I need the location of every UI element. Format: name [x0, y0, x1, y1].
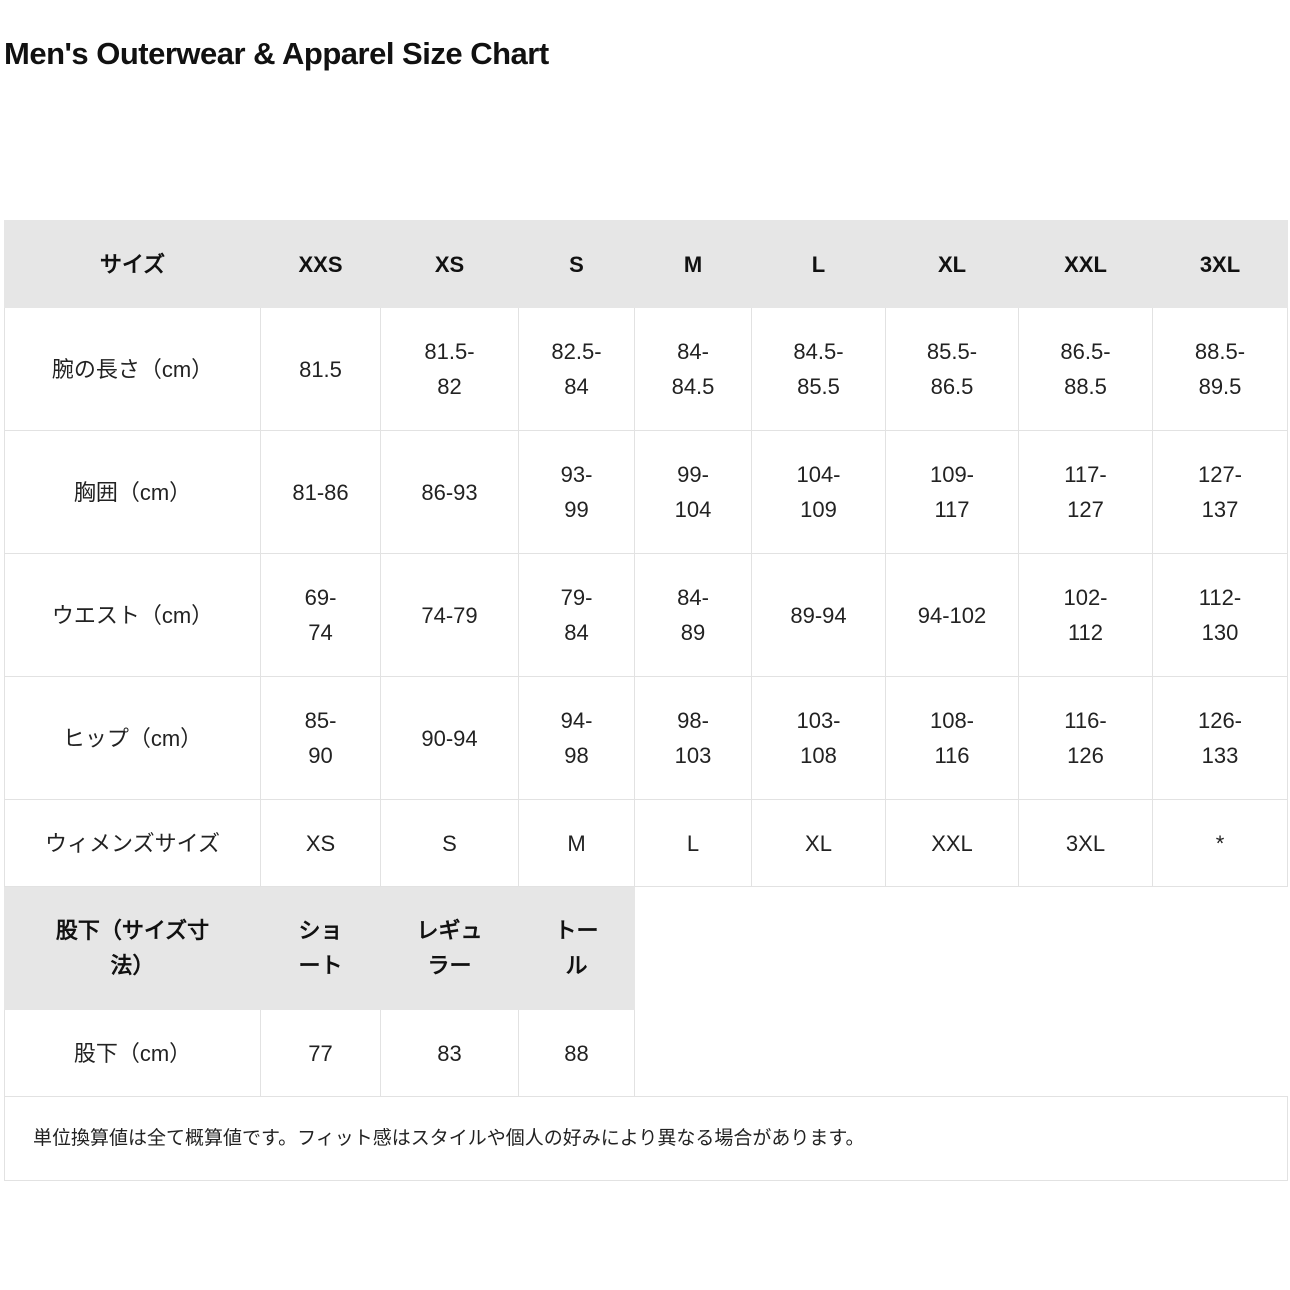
table-row: 腕の長さ（cm） 81.5 81.5- 82 82.5- 84 84- 84.5 84.5… — [4, 307, 1288, 431]
cell: 81.5- 82 — [380, 307, 519, 431]
cell: 88 — [518, 1009, 635, 1097]
cell: 79- 84 — [518, 553, 635, 677]
disclaimer-note: 単位換算値は全て概算値です。フィット感はスタイルや個人の好みにより異なる場合があ… — [4, 1096, 1288, 1181]
cell: XL — [751, 799, 886, 887]
cell: 81-86 — [260, 430, 381, 554]
cell: 99- 104 — [634, 430, 752, 554]
row-label: 股下（cm） — [4, 1009, 261, 1097]
cell: 112- 130 — [1152, 553, 1288, 677]
empty-cell — [635, 1010, 1288, 1097]
header-cell: ショ ート — [260, 886, 381, 1010]
cell: 77 — [260, 1009, 381, 1097]
cell: 86.5- 88.5 — [1018, 307, 1153, 431]
cell: 69- 74 — [260, 553, 381, 677]
cell: 3XL — [1018, 799, 1153, 887]
cell: 84- 89 — [634, 553, 752, 677]
header-cell: 股下（サイズ寸 法） — [4, 886, 261, 1010]
cell: 104- 109 — [751, 430, 886, 554]
size-header-row: サイズ XXS XS S M L XL XXL 3XL — [4, 220, 1288, 308]
cell: XXL — [885, 799, 1019, 887]
cell: M — [518, 799, 635, 887]
table-row: ヒップ（cm） 85- 90 90-94 94- 98 98- 103 103- 108 1… — [4, 676, 1288, 800]
header-cell: サイズ — [4, 220, 261, 308]
row-label: 腕の長さ（cm） — [4, 307, 261, 431]
cell: 98- 103 — [634, 676, 752, 800]
cell: 126- 133 — [1152, 676, 1288, 800]
empty-cell — [634, 886, 1288, 1010]
cell: 89-94 — [751, 553, 886, 677]
page-title: Men's Outerwear & Apparel Size Chart — [4, 36, 549, 71]
cell: 85.5- 86.5 — [885, 307, 1019, 431]
row-label: 胸囲（cm） — [4, 430, 261, 554]
header-cell: レギュ ラー — [380, 886, 519, 1010]
inseam-header-row: 股下（サイズ寸 法） ショ ート レギュ ラー トー ル — [4, 886, 1288, 1010]
table-row: ウエスト（cm） 69- 74 74-79 79- 84 84- 89 89-94 94-1… — [4, 553, 1288, 677]
cell: 90-94 — [380, 676, 519, 800]
header-cell: 3XL — [1152, 220, 1288, 308]
cell: 84.5- 85.5 — [751, 307, 886, 431]
table-row: ウィメンズサイズ XS S M L XL XXL 3XL * — [4, 799, 1288, 887]
cell: S — [380, 799, 519, 887]
cell: * — [1152, 799, 1288, 887]
cell: XS — [260, 799, 381, 887]
header-cell: XS — [380, 220, 519, 308]
row-label: ヒップ（cm） — [4, 676, 261, 800]
cell: 103- 108 — [751, 676, 886, 800]
cell: 85- 90 — [260, 676, 381, 800]
cell: 83 — [380, 1009, 519, 1097]
header-cell: XL — [885, 220, 1019, 308]
cell: 93- 99 — [518, 430, 635, 554]
cell: 74-79 — [380, 553, 519, 677]
header-cell: XXS — [260, 220, 381, 308]
cell: 86-93 — [380, 430, 519, 554]
table-row: 胸囲（cm） 81-86 86-93 93- 99 99- 104 104- 109 109… — [4, 430, 1288, 554]
cell: 116- 126 — [1018, 676, 1153, 800]
cell: 84- 84.5 — [634, 307, 752, 431]
cell: 81.5 — [260, 307, 381, 431]
header-cell: L — [751, 220, 886, 308]
note-row: 単位換算値は全て概算値です。フィット感はスタイルや個人の好みにより異なる場合があ… — [4, 1096, 1288, 1181]
inseam-row: 股下（cm） 77 83 88 — [4, 1009, 1288, 1097]
cell: 94- 98 — [518, 676, 635, 800]
cell: 82.5- 84 — [518, 307, 635, 431]
cell: 127- 137 — [1152, 430, 1288, 554]
cell: 102- 112 — [1018, 553, 1153, 677]
cell: L — [634, 799, 752, 887]
cell: 88.5- 89.5 — [1152, 307, 1288, 431]
cell: 109- 117 — [885, 430, 1019, 554]
cell: 117- 127 — [1018, 430, 1153, 554]
cell: 94-102 — [885, 553, 1019, 677]
row-label: ウエスト（cm） — [4, 553, 261, 677]
row-label: ウィメンズサイズ — [4, 799, 261, 887]
cell: 108- 116 — [885, 676, 1019, 800]
header-cell: M — [634, 220, 752, 308]
header-cell: トー ル — [518, 886, 635, 1010]
header-cell: S — [518, 220, 635, 308]
header-cell: XXL — [1018, 220, 1153, 308]
size-chart-table: サイズ XXS XS S M L XL XXL 3XL 腕の長さ（cm） 81.5… — [4, 220, 1288, 1181]
